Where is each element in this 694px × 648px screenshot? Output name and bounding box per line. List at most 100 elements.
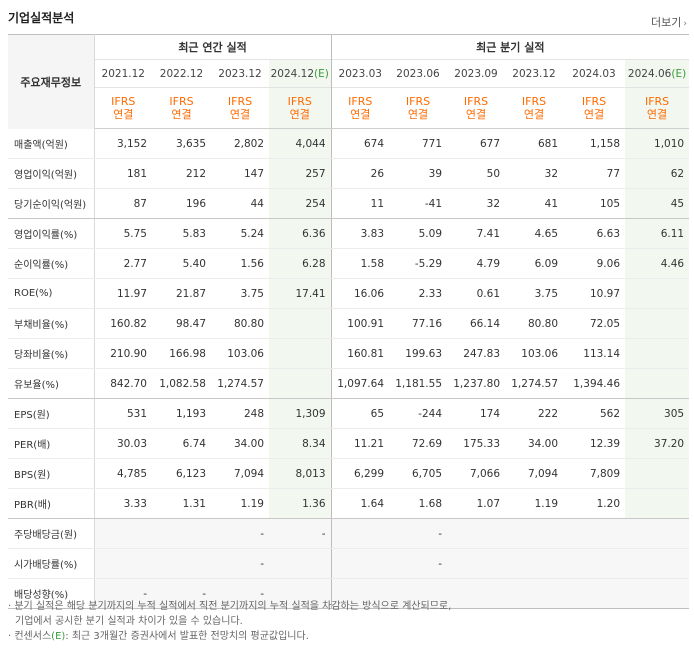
period-label: 2024.06 xyxy=(627,67,672,80)
table-cell: 1.56 xyxy=(211,248,269,279)
table-cell: 5.24 xyxy=(211,218,269,249)
table-cell: - xyxy=(389,518,448,549)
table-cell: 80.80 xyxy=(505,308,564,339)
accounting-standard: IFRS 연결 xyxy=(447,87,506,129)
table-cell xyxy=(269,308,332,339)
period-header: 2024.12(E) xyxy=(269,59,332,88)
footnote-1-cont: 기업에서 공시한 분기 실적과 차이가 있을 수 있습니다. xyxy=(15,616,243,627)
row-label: PBR(배) xyxy=(8,488,95,519)
row-label: 주당배당금(원) xyxy=(8,518,95,549)
group-quarter-header: 최근 분기 실적 xyxy=(330,34,690,60)
period-header: 2024.06(E) xyxy=(625,59,690,88)
table-cell: 100.91 xyxy=(330,308,390,339)
period-header: 2023.06 xyxy=(389,59,448,88)
table-cell: 2.33 xyxy=(389,278,448,309)
table-cell: 1.07 xyxy=(447,488,506,519)
table-cell xyxy=(625,458,690,489)
period-label: 2023.06 xyxy=(396,67,440,80)
table-cell: 305 xyxy=(625,398,690,429)
table-cell xyxy=(625,338,690,369)
period-label: 2023.09 xyxy=(454,67,498,80)
table-cell: 0.61 xyxy=(447,278,506,309)
table-cell: 4.79 xyxy=(447,248,506,279)
table-cell: 1,181.55 xyxy=(389,368,448,399)
accounting-standard: IFRS 연결 xyxy=(269,87,332,129)
table-cell: 103.06 xyxy=(505,338,564,369)
estimate-marker: (E) xyxy=(51,631,66,642)
table-cell: 681 xyxy=(505,128,564,159)
table-cell: 103.06 xyxy=(211,338,269,369)
table-cell: 7.41 xyxy=(447,218,506,249)
row-label: 부채비율(%) xyxy=(8,308,95,339)
table-row: 주당배당금(원) - - - xyxy=(8,518,690,549)
table-cell: 77 xyxy=(563,158,626,189)
footnote-1: · 분기 실적은 해당 분기까지의 누적 실적에서 직전 분기까지의 누적 실적… xyxy=(8,601,452,612)
period-header: 2024.03 xyxy=(563,59,626,88)
table-row: 매출액(억원) 3,152 3,635 2,802 4,044 674 771 677 681 1… xyxy=(8,128,690,159)
table-cell: 6,123 xyxy=(152,458,211,489)
table-cell: 87 xyxy=(94,188,152,219)
table-cell: - xyxy=(269,518,332,549)
table-cell: - xyxy=(211,518,269,549)
table-cell xyxy=(152,518,211,549)
table-cell: -5.29 xyxy=(389,248,448,279)
standard-consolidated: 연결 xyxy=(171,108,192,121)
table-cell xyxy=(330,578,390,609)
table-cell: 98.47 xyxy=(152,308,211,339)
row-header-label: 주요재무정보 xyxy=(8,34,95,129)
standard-ifrs: IFRS xyxy=(227,95,253,108)
table-row: 배당성향(%) - - - xyxy=(8,578,690,609)
table-cell: 11.97 xyxy=(94,278,152,309)
period-label: 2023.12 xyxy=(512,67,556,80)
table-cell: 1,010 xyxy=(625,128,690,159)
accounting-standard: IFRS 연결 xyxy=(211,87,269,129)
table-cell xyxy=(330,518,390,549)
table-cell: 531 xyxy=(94,398,152,429)
table-cell: 10.97 xyxy=(563,278,626,309)
group-annual-header: 최근 연간 실적 xyxy=(94,34,332,60)
table-cell xyxy=(269,548,332,579)
table-cell: 32 xyxy=(447,188,506,219)
table-cell: 11.21 xyxy=(330,428,390,459)
standard-ifrs: IFRS xyxy=(405,95,431,108)
table-cell: 2,802 xyxy=(211,128,269,159)
table-cell: 7,809 xyxy=(563,458,626,489)
period-label: 2024.12 xyxy=(270,67,315,80)
table-cell: 6,299 xyxy=(330,458,390,489)
period-label: 2023.03 xyxy=(338,67,382,80)
table-cell: 16.06 xyxy=(330,278,390,309)
period-label: 2022.12 xyxy=(159,67,204,80)
table-row: PBR(배) 3.33 1.31 1.19 1.36 1.64 1.68 1.07 1.19 1.… xyxy=(8,488,690,519)
table-row: 순이익률(%) 2.77 5.40 1.56 6.28 1.58 -5.29 4.79 6.09… xyxy=(8,248,690,279)
footnotes: · 분기 실적은 해당 분기까지의 누적 실적에서 직전 분기까지의 누적 실적… xyxy=(8,599,451,644)
table-cell: 105 xyxy=(563,188,626,219)
table-cell: 1.20 xyxy=(563,488,626,519)
table-cell: - xyxy=(389,548,448,579)
standard-consolidated: 연결 xyxy=(583,108,605,121)
period-header: 2023.12 xyxy=(505,59,564,88)
standard-ifrs: IFRS xyxy=(287,95,312,108)
standard-consolidated: 연결 xyxy=(407,108,429,121)
table-cell: 4,785 xyxy=(94,458,152,489)
table-cell: 5.40 xyxy=(152,248,211,279)
table-cell: 12.39 xyxy=(563,428,626,459)
table-cell: 174 xyxy=(447,398,506,429)
row-label: BPS(원) xyxy=(8,458,95,489)
table-cell: 7,094 xyxy=(211,458,269,489)
table-cell: - xyxy=(211,578,269,609)
standard-ifrs: IFRS xyxy=(111,95,136,108)
table-cell: 17.41 xyxy=(269,278,332,309)
standard-consolidated: 연결 xyxy=(289,108,310,121)
accounting-standard: IFRS 연결 xyxy=(330,87,390,129)
table-cell: 1,394.46 xyxy=(563,368,626,399)
table-cell: 113.14 xyxy=(563,338,626,369)
table-cell: 210.90 xyxy=(94,338,152,369)
table-cell: 196 xyxy=(152,188,211,219)
estimate-marker: (E) xyxy=(314,67,329,80)
period-header: 2023.03 xyxy=(330,59,390,88)
table-cell: 3.75 xyxy=(211,278,269,309)
table-row: 당기순이익(억원) 87 196 44 254 11 -41 32 41 105 45 xyxy=(8,188,690,219)
table-cell xyxy=(330,548,390,579)
table-row: 시가배당률(%) - - xyxy=(8,548,690,579)
more-link[interactable]: 더보기 › xyxy=(651,14,687,30)
